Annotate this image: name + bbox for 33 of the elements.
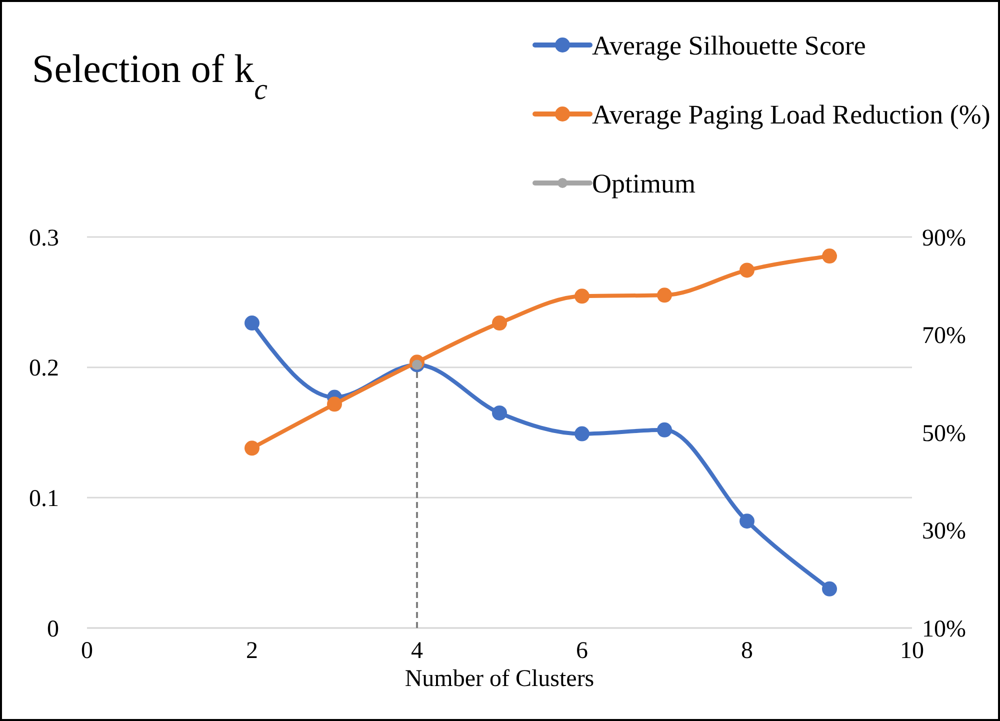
point xyxy=(492,405,507,420)
point xyxy=(244,316,260,331)
chart-title: Selection of k$_{c}$ xyxy=(32,46,268,106)
y2-tick-label: 90% xyxy=(922,225,966,252)
point xyxy=(574,426,590,442)
y-tick-label: 0.2 xyxy=(29,356,59,382)
legend-label: Average Silhouette Score xyxy=(592,30,866,60)
point xyxy=(657,422,672,438)
y2-tick-label: 30% xyxy=(922,518,966,545)
point xyxy=(740,262,754,278)
x-axis-title: Number of Clusters xyxy=(404,666,594,692)
x-tick-label: 0 xyxy=(81,638,93,664)
y2-tick-label: 10% xyxy=(922,616,966,642)
point xyxy=(244,440,260,456)
point xyxy=(574,288,590,304)
legend-label: Optimum xyxy=(592,168,696,198)
y-tick-label: 0 xyxy=(47,616,59,642)
x-tick-label: 8 xyxy=(741,638,753,664)
point xyxy=(327,396,342,412)
y-tick-label: 0.1 xyxy=(29,486,59,512)
legend-label: Average Paging Load Reduction (%) xyxy=(592,99,990,130)
point xyxy=(492,316,507,331)
point xyxy=(657,288,672,303)
point xyxy=(822,581,837,596)
x-tick-label: 10 xyxy=(900,638,924,664)
x-tick-label: 6 xyxy=(576,638,588,664)
y2-tick-label: 70% xyxy=(922,323,966,350)
point xyxy=(740,514,754,529)
y2-tick-label: 50% xyxy=(922,420,966,447)
x-tick-label: 4 xyxy=(411,638,423,664)
point xyxy=(822,248,837,264)
x-tick-label: 2 xyxy=(246,638,258,664)
y-tick-label: 0.3 xyxy=(29,225,59,252)
